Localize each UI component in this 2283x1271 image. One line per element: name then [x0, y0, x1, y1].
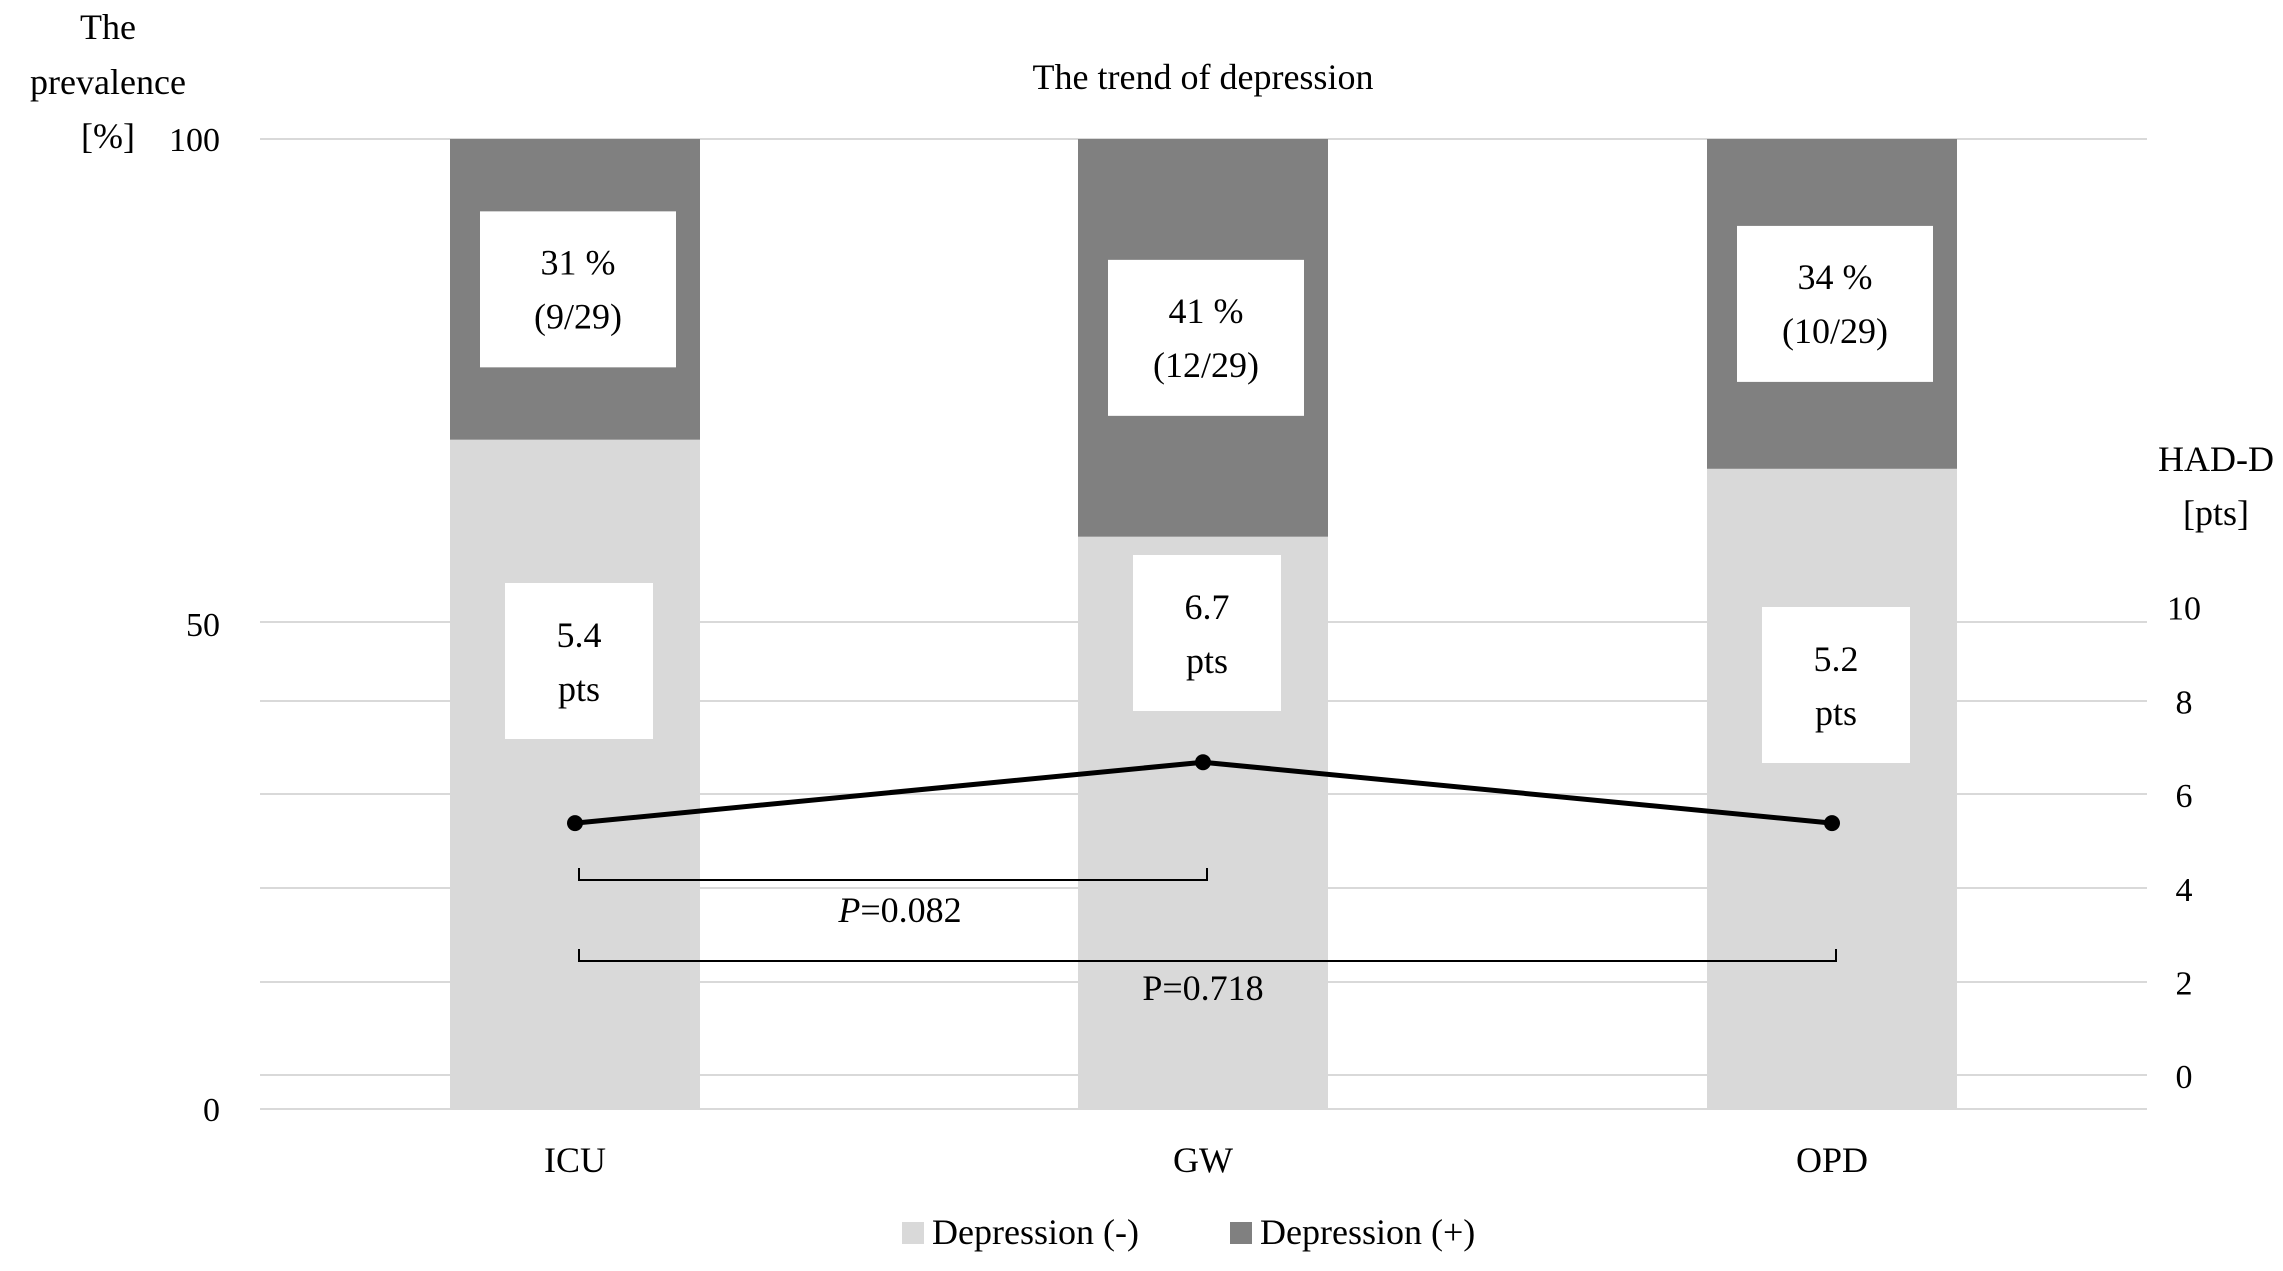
comparison-p-value: P=0.082: [837, 890, 961, 930]
hadd-trend-point: [1824, 815, 1840, 832]
right-axis-label-line1: HAD-D: [2158, 439, 2274, 479]
left-axis-label: The prevalence [%]: [30, 7, 186, 156]
bottom-label-box: [1133, 555, 1281, 711]
left-axis-label-line1: The: [80, 7, 136, 47]
right-tick-label: 4: [2176, 872, 2193, 909]
right-axis-label-line2: [pts]: [2183, 493, 2249, 533]
comparison-bracket: [578, 949, 1837, 962]
bar-depression-negative: [1707, 468, 1957, 1109]
right-tick-label: 8: [2176, 684, 2193, 721]
trend-line-group: [567, 754, 1840, 832]
bottom-label-score: 5.4: [557, 615, 602, 655]
comparison-bracket: [578, 868, 1208, 881]
left-axis-label-line2: prevalence: [30, 62, 186, 102]
top-label-count: (10/29): [1782, 311, 1888, 351]
bottom-label-unit: pts: [558, 669, 600, 709]
chart-title: The trend of depression: [1033, 57, 1374, 97]
left-tick-label: 50: [186, 607, 220, 644]
bar-depression-negative: [450, 439, 700, 1109]
legend-swatch: [1230, 1222, 1252, 1244]
x-tick-label: OPD: [1796, 1140, 1868, 1180]
left-axis-label-line3: [%]: [81, 116, 135, 156]
top-label-count: (12/29): [1153, 345, 1259, 385]
right-tick-label: 10: [2167, 591, 2201, 628]
x-tick-label: ICU: [544, 1140, 606, 1180]
top-label-percent: 31 %: [541, 242, 616, 282]
hadd-trend-point: [1195, 754, 1211, 771]
top-label-percent: 41 %: [1169, 291, 1244, 331]
legend-label: Depression (+): [1260, 1212, 1475, 1252]
bottom-label-score: 5.2: [1814, 639, 1859, 679]
right-axis-label: HAD-D [pts]: [2158, 439, 2274, 533]
right-axis-ticks: 0 2 4 6 8 10: [2167, 591, 2201, 1097]
left-axis-ticks: 0 50 100: [169, 122, 220, 1129]
x-axis-ticks: ICU GW OPD: [544, 1140, 1868, 1180]
bottom-label-score: 6.7: [1185, 587, 1230, 627]
right-tick-label: 2: [2176, 965, 2193, 1002]
top-label-count: (9/29): [534, 296, 622, 336]
top-label-percent: 34 %: [1798, 257, 1873, 297]
bottom-label-unit: pts: [1815, 693, 1857, 733]
top-label-box: [1737, 225, 1933, 382]
top-label-box: [1108, 259, 1304, 416]
right-tick-label: 0: [2176, 1059, 2193, 1096]
legend-swatch: [902, 1222, 924, 1244]
hadd-trend-point: [567, 815, 583, 832]
p-value-number: P=0.718: [1142, 968, 1263, 1008]
right-tick-label: 6: [2176, 778, 2193, 815]
legend-label: Depression (-): [932, 1212, 1139, 1252]
p-value-symbol: P: [837, 890, 860, 930]
bar-labels: 31 % (9/29) 41 % (12/29) 34 % (10/29) 5.4 pts 6.…: [480, 211, 1933, 763]
comparison-brackets: P=0.082 P=0.718: [578, 868, 1837, 1008]
top-label-box: [480, 211, 676, 368]
bottom-label-box: [505, 583, 653, 739]
bottom-label-box: [1762, 607, 1910, 763]
x-tick-label: GW: [1173, 1140, 1233, 1180]
left-tick-label: 0: [203, 1092, 220, 1129]
bottom-label-unit: pts: [1186, 641, 1228, 681]
comparison-p-value: P=0.718: [1142, 968, 1263, 1008]
legend: Depression (-) Depression (+): [902, 1212, 1475, 1252]
left-tick-label: 100: [169, 122, 220, 159]
p-value-number: =0.082: [860, 890, 961, 930]
